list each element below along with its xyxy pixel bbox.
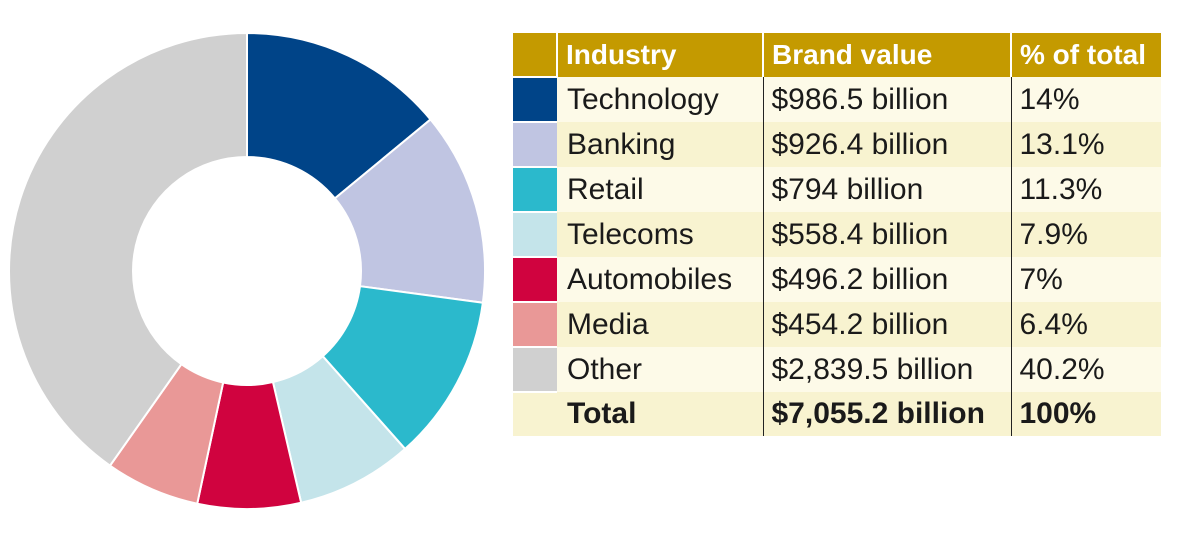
percent-of-total: 40.2% [1010,347,1161,392]
brand-value: $986.5 billion [762,77,1011,122]
industry-label: Technology [557,77,763,122]
brand-value: $454.2 billion [762,302,1011,347]
total-brand-value: $7,055.2 billion [762,392,1011,436]
legend-swatch [513,256,557,302]
total-label: Total [557,392,763,436]
percent-of-total: 14% [1010,77,1161,122]
header-swatch-cell [513,33,557,77]
table-row: Media $454.2 billion 6.4% [513,301,1161,347]
header-percent: % of total [1010,33,1161,77]
brand-value: $496.2 billion [762,257,1011,302]
legend-swatch [513,211,557,257]
table-row: Telecoms $558.4 billion 7.9% [513,211,1161,257]
percent-of-total: 11.3% [1010,167,1161,212]
brand-value: $794 billion [762,167,1011,212]
percent-of-total: 13.1% [1010,122,1161,167]
table-row: Banking $926.4 billion 13.1% [513,121,1161,167]
brand-value: $558.4 billion [762,212,1011,257]
percent-of-total: 7% [1010,257,1161,302]
industry-label: Telecoms [557,212,763,257]
header-brand-value: Brand value [762,33,1011,77]
industry-label: Media [557,302,763,347]
table-row: Automobiles $496.2 billion 7% [513,256,1161,302]
industry-label: Automobiles [557,257,763,302]
header-industry: Industry [556,33,763,77]
percent-of-total: 6.4% [1010,302,1161,347]
table-row: Technology $986.5 billion 14% [513,76,1161,122]
percent-of-total: 7.9% [1010,212,1161,257]
brand-value: $2,839.5 billion [762,347,1011,392]
legend-swatch [513,121,557,167]
total-swatch-cell [513,391,557,436]
legend-swatch [513,76,557,122]
legend-swatch [513,166,557,212]
industry-label: Other [557,347,763,392]
donut-slice-other [8,31,248,468]
table-header-row: Industry Brand value % of total [513,33,1161,77]
total-row: Total $7,055.2 billion 100% [513,391,1161,436]
total-percent: 100% [1010,392,1161,436]
industry-label: Retail [557,167,763,212]
brand-value-table: Industry Brand value % of total Technolo… [513,33,1161,436]
legend-swatch [513,346,557,392]
donut-chart [8,31,486,510]
donut-slice-banking [333,118,486,304]
legend-swatch [513,301,557,347]
table-row: Retail $794 billion 11.3% [513,166,1161,212]
industry-label: Banking [557,122,763,167]
table-row: Other $2,839.5 billion 40.2% [513,346,1161,392]
brand-value: $926.4 billion [762,122,1011,167]
